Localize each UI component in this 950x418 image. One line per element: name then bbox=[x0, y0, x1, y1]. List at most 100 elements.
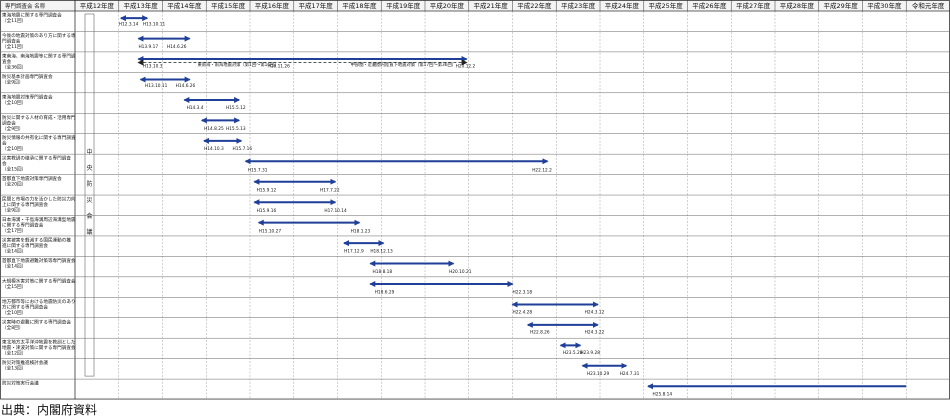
row-name: 門調査会 bbox=[2, 37, 21, 44]
header-row bbox=[0, 0, 950, 11]
row-name: （全20回） bbox=[2, 181, 26, 188]
date-label: H20.12.2 bbox=[456, 63, 476, 69]
row-name: （全15回） bbox=[2, 283, 26, 290]
date-label: 東南海・南海地震対策（第1回～第16回） bbox=[198, 61, 279, 68]
date-label: H15.9.16 bbox=[257, 208, 277, 214]
group-label-char: 会 bbox=[86, 212, 92, 220]
year-header: 平成26年度 bbox=[692, 1, 727, 10]
row-name: 上に関する専門調査会 bbox=[2, 201, 48, 208]
row-name: 防災情報の共有化に関する専門調査 bbox=[2, 134, 76, 141]
row-name: （全11回） bbox=[2, 43, 26, 50]
row-name: （全8回） bbox=[2, 324, 23, 331]
group-label-char: 議 bbox=[86, 228, 92, 236]
year-header: 平成27年度 bbox=[736, 1, 771, 10]
date-label: H23.5.28 bbox=[563, 350, 583, 356]
row-name: （全9回） bbox=[2, 125, 23, 132]
date-label: H16.11.26 bbox=[268, 63, 291, 69]
row-name: 査会 bbox=[2, 58, 12, 65]
row-name: 日本海溝・千島海溝周辺海溝型地震 bbox=[2, 216, 76, 223]
date-label: H17.7.22 bbox=[320, 187, 340, 193]
row-name: 防災基本計画専門調査会 bbox=[2, 73, 53, 80]
year-header: 平成15年度 bbox=[211, 1, 246, 10]
date-label: H13.10.3 bbox=[143, 63, 163, 69]
year-header: 平成17年度 bbox=[298, 1, 333, 10]
date-label: H23.9.28 bbox=[580, 350, 600, 356]
year-header: 平成30年度 bbox=[867, 1, 902, 10]
row-name: 防災対策推進検討会議 bbox=[2, 359, 48, 366]
year-header: 平成21年度 bbox=[473, 1, 508, 10]
row-name: 地方都市等における地震防災のあり bbox=[2, 298, 76, 305]
date-label: H15.7.31 bbox=[248, 167, 268, 173]
row-name: 東海地震に関する専門調査会 bbox=[2, 12, 62, 19]
year-header: 平成29年度 bbox=[823, 1, 858, 10]
date-label: H14.3.4 bbox=[187, 105, 204, 111]
year-header: 平成18年度 bbox=[342, 1, 377, 10]
row-name: 東北地方太平洋沖地震を教訓とした bbox=[2, 339, 76, 346]
row-name: 進に関する専門調査会 bbox=[2, 242, 48, 249]
date-label: H23.10.29 bbox=[587, 371, 610, 377]
header-label: 専門調査会 名称 bbox=[5, 2, 46, 10]
row-name: 会 bbox=[2, 140, 7, 147]
year-header: 平成13年度 bbox=[123, 1, 158, 10]
row-name: 災害時の避難に関する専門調査会 bbox=[2, 318, 71, 325]
row-name: （全14回） bbox=[2, 247, 26, 254]
row-name: 調査会 bbox=[2, 119, 16, 126]
date-label: H15.7.16 bbox=[233, 146, 253, 152]
group-label-char: 中 bbox=[86, 148, 92, 156]
row-name: 防災に関する人材の育成・活用専門 bbox=[2, 114, 76, 121]
date-label: H18.12.13 bbox=[370, 248, 393, 254]
date-label: H14.6.26 bbox=[167, 44, 187, 50]
date-label: H18.1.23 bbox=[351, 228, 371, 234]
row-name: （全12回） bbox=[2, 350, 26, 357]
date-label: H17.12.9 bbox=[344, 248, 364, 254]
row-name: （全10回） bbox=[2, 99, 26, 106]
row-name: 首都直下地震避難対策等専門調査会 bbox=[2, 257, 76, 264]
row-name: 防災対策実行会議 bbox=[2, 380, 39, 387]
row-name: （全9回） bbox=[2, 78, 23, 85]
year-header: 平成24年度 bbox=[605, 1, 640, 10]
date-label: H14.8.25 bbox=[204, 126, 224, 132]
date-label: H22.8.26 bbox=[530, 330, 550, 336]
row-name: （全9回） bbox=[2, 207, 23, 214]
row-name: （全13回） bbox=[2, 365, 26, 372]
date-label: H17.10.14 bbox=[324, 208, 347, 214]
year-header: 平成16年度 bbox=[255, 1, 290, 10]
date-label: H22.3.18 bbox=[513, 290, 533, 296]
year-header: 平成28年度 bbox=[780, 1, 815, 10]
date-label: H22.4.28 bbox=[513, 309, 533, 315]
date-label: H15.9.12 bbox=[257, 187, 277, 193]
row-name: 民間と市場の力を活かした防災力向 bbox=[2, 196, 76, 203]
date-label: H12.3.14 bbox=[119, 22, 139, 28]
date-label: H24.7.31 bbox=[620, 371, 640, 377]
date-label: H13.9.17 bbox=[138, 44, 158, 50]
year-header: 平成12年度 bbox=[80, 1, 115, 10]
table-border bbox=[0, 0, 950, 400]
date-label: H13.10.11 bbox=[143, 22, 166, 28]
group-label-char: 央 bbox=[86, 164, 92, 172]
date-label: H18.8.18 bbox=[373, 269, 393, 275]
row-name: 方に関する専門調査会 bbox=[2, 303, 48, 310]
year-header: 平成22年度 bbox=[517, 1, 552, 10]
group-label-char: 災 bbox=[86, 197, 92, 204]
row-name: 今後の地震対策のあり方に関する専 bbox=[2, 32, 76, 39]
row-name: 東南海、南海地震等に関する専門調 bbox=[2, 52, 76, 59]
date-label: H18.6.29 bbox=[375, 290, 395, 296]
year-header: 平成23年度 bbox=[561, 1, 596, 10]
date-label: 中部圏・近畿圏内陸直下地震対策（第17回～第36回） bbox=[351, 61, 456, 68]
year-header: 令和元年度 bbox=[912, 1, 945, 10]
year-header: 平成14年度 bbox=[167, 1, 202, 10]
row-name: 大規模水害対策に関する専門調査会 bbox=[2, 277, 76, 284]
row-name: 災害被害を軽減する国民運動の推 bbox=[2, 236, 71, 243]
date-label: H15.5.12 bbox=[226, 105, 246, 111]
year-header: 平成25年度 bbox=[648, 1, 683, 10]
date-label: H20.10.21 bbox=[449, 269, 472, 275]
row-name: （全11回） bbox=[2, 17, 26, 24]
date-label: H22.12.2 bbox=[532, 167, 552, 173]
year-header: 平成19年度 bbox=[386, 1, 421, 10]
gantt-chart: 専門調査会 名称 平成12年度 平成13年度 平成14年度 平成15年度 平成16年度 平成… bbox=[0, 0, 950, 400]
row-name: （全17回） bbox=[2, 227, 26, 234]
row-name: （全10回） bbox=[2, 309, 26, 316]
row-name: 首都直下地震対策専門調査会 bbox=[2, 175, 62, 182]
date-label: H15.5.13 bbox=[226, 126, 246, 132]
row-name: （全10回） bbox=[2, 145, 26, 152]
